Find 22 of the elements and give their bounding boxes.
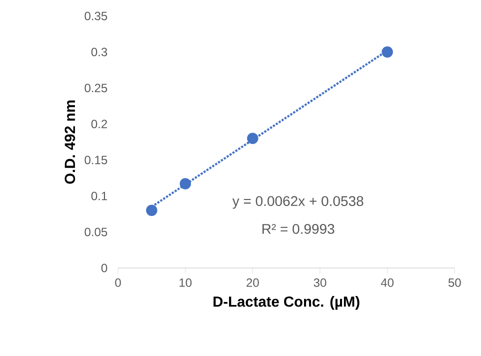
y-tick-label: 0.15	[84, 156, 108, 164]
y-tick-label: 0.25	[84, 84, 108, 92]
y-tick-label: 0.2	[91, 120, 107, 128]
x-tick-label: 10	[180, 278, 192, 287]
y-tick-label: 0.05	[84, 228, 108, 236]
x-tick-label: 50	[448, 278, 461, 287]
x-tick-label: 40	[380, 278, 394, 287]
y-axis-title: O.D. 492 nm	[64, 100, 76, 184]
x-tick-label: 20	[246, 278, 259, 287]
point	[146, 204, 158, 216]
x-tick-label: 30	[314, 278, 326, 287]
x-axis-title: D-Lactate Conc. (µM)	[214, 296, 360, 310]
y-tick-label: 0.3	[91, 48, 108, 56]
x-tick-label: 0	[115, 278, 121, 287]
y-tick-label: 0.35	[84, 12, 108, 20]
point	[382, 46, 393, 58]
y-tick-label: 0	[101, 264, 108, 272]
y-tick-label: 0.1	[91, 192, 108, 200]
point	[180, 178, 191, 190]
annotation: y = 0.0062x + 0.0538	[232, 196, 364, 209]
annotation: R² = 0.9993	[262, 224, 334, 234]
point	[247, 132, 258, 144]
